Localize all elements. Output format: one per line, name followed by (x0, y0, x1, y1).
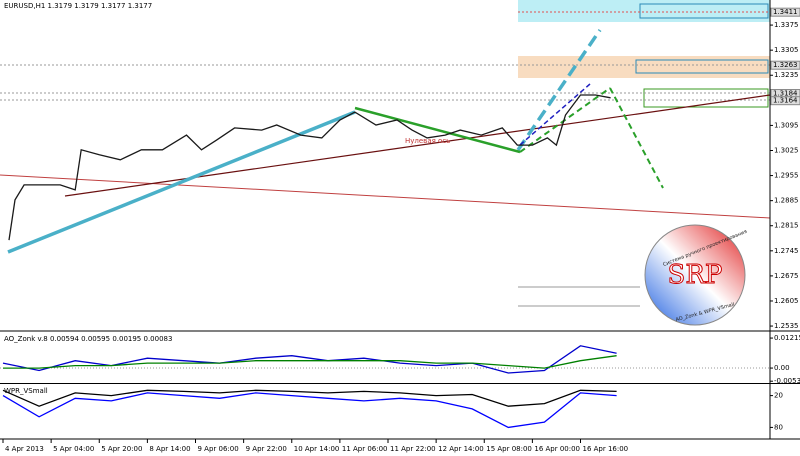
x-tick-label: 8 Apr 14:00 (149, 445, 190, 453)
y-tick-label: 0.00 (774, 364, 790, 372)
y-tick-label: 1.3235 (774, 71, 799, 79)
y-tick-label: 1.2745 (774, 247, 799, 255)
panel-title: EURUSD,H1 1.3179 1.3179 1.3177 1.3177 (4, 2, 152, 10)
y-tick-label: 1.2955 (774, 172, 799, 180)
price-line (8, 94, 611, 241)
y-tick-label: 1.2675 (774, 272, 799, 280)
x-tick-label: 4 Apr 2013 (5, 445, 44, 453)
trend-line (354, 106, 521, 154)
zone-box (518, 0, 770, 22)
x-tick-label: 11 Apr 06:00 (342, 445, 388, 453)
trend-line (7, 110, 356, 254)
x-tick-label: 5 Apr 04:00 (53, 445, 94, 453)
price-line (2, 345, 617, 374)
y-tick-label: 1.2885 (774, 197, 799, 205)
trend-line (0, 174, 771, 219)
price-line (2, 392, 617, 429)
panel-title: AO_Zonk v.8 0.00594 0.00595 0.00195 0.00… (4, 335, 172, 343)
x-tick-label: 15 Apr 08:00 (486, 445, 532, 453)
level-label: 1.3411 (773, 8, 798, 16)
level-label-box (770, 96, 800, 106)
x-tick-label: 11 Apr 22:00 (390, 445, 436, 453)
y-tick-label: 1.2605 (774, 297, 799, 305)
level-label: 1.3184 (773, 90, 798, 98)
y-tick-label: 1.2815 (774, 222, 799, 230)
y-tick-label: 1.2535 (774, 322, 799, 330)
y-tick-label: 0.01215 (774, 334, 800, 342)
zone-frame (635, 59, 769, 74)
y-tick-label: -0.00532 (774, 377, 800, 385)
zone-box (518, 56, 770, 78)
price-line (3, 355, 617, 369)
price-line (2, 389, 617, 407)
y-tick-label: 1.3305 (774, 46, 799, 54)
trend-line (609, 87, 664, 189)
logo-circle (644, 224, 746, 326)
annotation: Нулевая ось (405, 137, 450, 145)
x-tick-label: 9 Apr 22:00 (246, 445, 287, 453)
trend-line (64, 94, 771, 197)
level-label: 1.3164 (773, 97, 798, 105)
panel-title: WPR_VSmall (4, 387, 48, 395)
level-label-box (770, 60, 800, 70)
trend-line (516, 29, 602, 151)
y-tick-label: 1.3095 (774, 121, 799, 129)
zone-frame (639, 3, 769, 19)
y-tick-label: 80 (774, 423, 783, 431)
x-tick-label: 9 Apr 06:00 (198, 445, 239, 453)
level-label-box (770, 7, 800, 17)
level-label: 1.3263 (773, 61, 798, 69)
trend-line (519, 87, 611, 153)
y-tick-label: 20 (774, 392, 783, 400)
logo-mark: SRP (668, 260, 723, 290)
y-tick-label: 1.3375 (774, 21, 799, 29)
x-tick-label: 16 Apr 00:00 (534, 445, 580, 453)
x-tick-label: 5 Apr 20:00 (101, 445, 142, 453)
zone-frame (643, 88, 769, 108)
x-tick-label: 12 Apr 14:00 (438, 445, 484, 453)
y-tick-label: 1.3025 (774, 146, 799, 154)
x-tick-label: 10 Apr 14:00 (294, 445, 340, 453)
x-tick-label: 16 Apr 16:00 (583, 445, 629, 453)
